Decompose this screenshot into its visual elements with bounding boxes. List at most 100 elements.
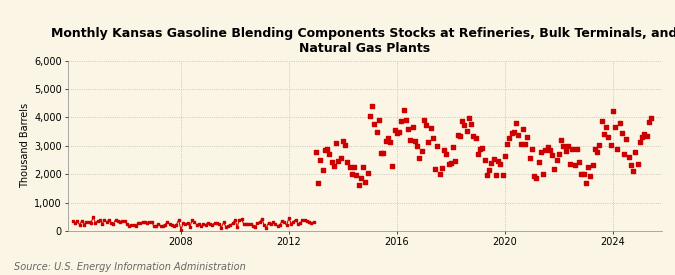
Point [481, 172, 492, 177]
Point [585, 174, 595, 178]
Point [349, 164, 360, 169]
Point [364, 114, 375, 118]
Point [128, 223, 139, 227]
Point [470, 136, 481, 140]
Point [290, 218, 301, 222]
Point [616, 131, 627, 135]
Point [556, 138, 566, 142]
Point [252, 221, 263, 226]
Point [464, 116, 475, 120]
Point [549, 167, 560, 171]
Point [155, 224, 166, 228]
Point [340, 143, 350, 148]
Point [452, 133, 463, 138]
Point [518, 126, 529, 131]
Point [200, 222, 211, 227]
Point [308, 220, 319, 224]
Point [362, 171, 373, 175]
Point [72, 219, 83, 224]
Point [74, 222, 85, 227]
Point [272, 224, 283, 228]
Point [477, 146, 487, 150]
Point [86, 221, 97, 226]
Point [522, 135, 533, 139]
Point [333, 159, 344, 163]
Point [189, 220, 200, 225]
Point [396, 119, 407, 123]
Point [454, 134, 465, 138]
Point [216, 225, 227, 230]
Point [583, 164, 593, 169]
Point [310, 150, 321, 154]
Point [432, 143, 443, 148]
Point [641, 134, 652, 138]
Point [632, 162, 643, 166]
Point [578, 171, 589, 176]
Point [122, 222, 132, 226]
Point [637, 134, 647, 139]
Point [261, 226, 271, 230]
Point [110, 218, 121, 222]
Point [140, 219, 151, 224]
Point [360, 179, 371, 184]
Point [468, 134, 479, 139]
Point [130, 224, 141, 228]
Point [279, 220, 290, 225]
Point [202, 220, 213, 225]
Point [608, 109, 618, 113]
Point [403, 127, 414, 131]
Point [187, 218, 198, 222]
Point [209, 221, 220, 225]
Point [288, 219, 299, 224]
Point [502, 142, 512, 146]
Point [103, 218, 114, 222]
Point [207, 222, 218, 227]
Point [113, 219, 124, 223]
Point [626, 163, 637, 167]
Point [574, 160, 585, 164]
Point [153, 222, 163, 227]
Point [295, 221, 306, 226]
Point [441, 152, 452, 156]
Point [221, 225, 232, 229]
Point [614, 121, 625, 125]
Point [601, 125, 612, 129]
Point [313, 180, 323, 185]
Point [560, 149, 571, 153]
Point [376, 150, 387, 155]
Point [315, 158, 326, 163]
Point [227, 221, 238, 226]
Point [331, 141, 342, 145]
Point [277, 219, 288, 223]
Point [243, 222, 254, 227]
Point [416, 149, 427, 153]
Point [70, 221, 80, 225]
Point [515, 142, 526, 146]
Point [367, 103, 377, 108]
Point [297, 218, 308, 222]
Point [241, 221, 252, 226]
Point [124, 224, 134, 228]
Point [259, 223, 269, 227]
Point [405, 138, 416, 142]
Point [572, 147, 583, 151]
Point [437, 166, 448, 170]
Point [500, 154, 510, 158]
Point [495, 161, 506, 166]
Point [423, 140, 434, 144]
Point [236, 217, 247, 222]
Point [380, 139, 391, 143]
Point [144, 220, 155, 225]
Point [353, 183, 364, 187]
Point [594, 143, 605, 148]
Point [88, 215, 99, 219]
Point [101, 220, 112, 224]
Point [248, 224, 259, 228]
Point [565, 162, 576, 167]
Point [621, 137, 632, 141]
Point [324, 152, 335, 156]
Point [137, 220, 148, 224]
Point [115, 219, 126, 224]
Point [148, 224, 159, 229]
Point [589, 147, 600, 152]
